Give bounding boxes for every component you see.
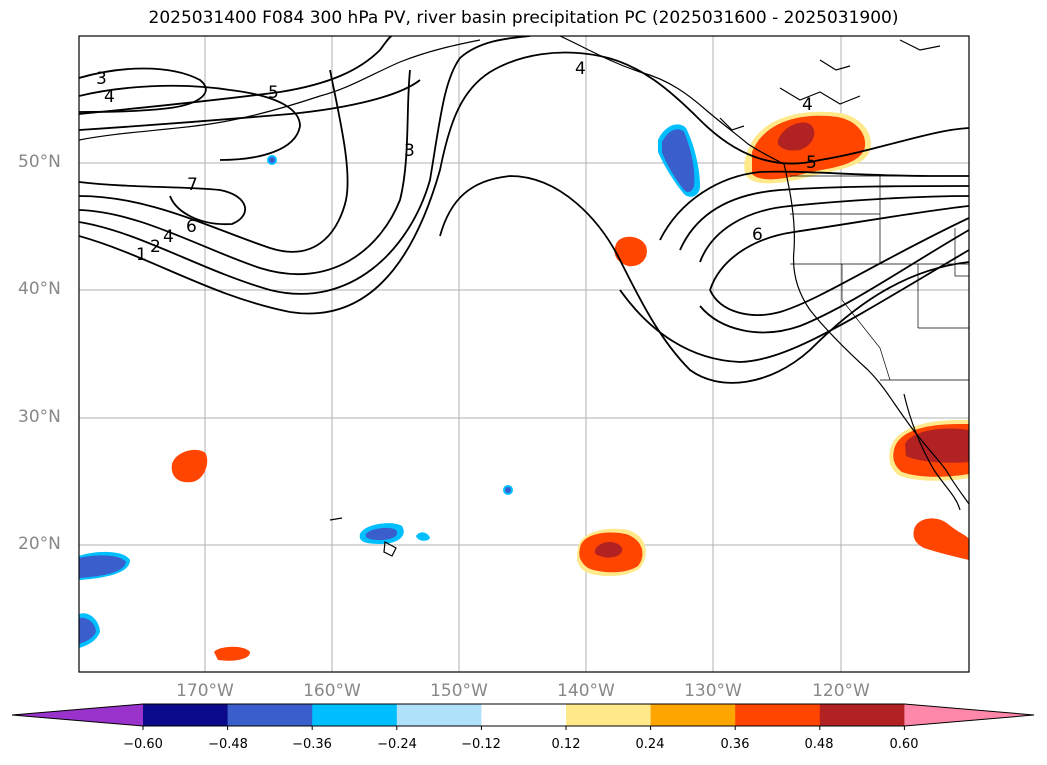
pv-label: 2 <box>150 237 161 257</box>
colorbar-extend-high <box>904 704 1034 726</box>
colorbar-tick-label: 0.60 <box>889 737 919 752</box>
colorbar-tick-label: −0.24 <box>377 737 417 752</box>
colorbar-segment <box>227 704 313 726</box>
pv-label: 5 <box>268 83 279 103</box>
colorbar-segment <box>819 704 905 726</box>
colorbar-segment <box>396 704 482 726</box>
precip-blob-hawaii-e <box>416 532 430 541</box>
lon-label: 120°W <box>812 681 870 701</box>
pv-label: 4 <box>802 95 813 115</box>
colorbar-segment <box>143 704 229 726</box>
map-title: 2025031400 F084 300 hPa PV, river basin … <box>148 8 899 28</box>
pv-label: 1 <box>136 245 147 265</box>
lat-label: 50°N <box>18 152 61 172</box>
coastlines <box>79 36 969 557</box>
pv-label: 5 <box>806 153 817 173</box>
lon-label: 140°W <box>557 681 615 701</box>
precip-blob-mexico <box>913 518 969 560</box>
colorbar-segment <box>566 704 652 726</box>
lat-label: 30°N <box>18 407 61 427</box>
colorbar-tick-label: −0.60 <box>123 737 163 752</box>
lon-label: 150°W <box>430 681 488 701</box>
colorbar-extend-low <box>12 704 143 726</box>
pv-contours <box>79 36 969 384</box>
colorbar-segment <box>312 704 398 726</box>
colorbar-tick-label: 0.24 <box>635 737 665 752</box>
pv-label: 3 <box>96 69 107 89</box>
colorbar-segment <box>735 704 821 726</box>
precip-blob-26n <box>171 449 208 483</box>
precip-blob-11n <box>214 646 250 661</box>
precip-negative-blobs <box>79 124 700 648</box>
lon-label: 130°W <box>684 681 742 701</box>
pv-label: 6 <box>186 217 197 237</box>
lon-label: 160°W <box>303 681 361 701</box>
lat-label: 40°N <box>18 279 61 299</box>
colorbar-tick-label: 0.12 <box>551 737 581 752</box>
colorbar-tick-label: −0.12 <box>461 737 501 752</box>
lon-label: 170°W <box>176 681 234 701</box>
lat-label: 20°N <box>18 534 61 554</box>
map-frame <box>78 35 970 673</box>
pv-label: 6 <box>752 225 763 245</box>
colorbar-tick-label: −0.36 <box>292 737 332 752</box>
colorbar-tick-label: 0.48 <box>804 737 834 752</box>
colorbar-tick-label: −0.48 <box>208 737 248 752</box>
pv-label: 4 <box>163 227 174 247</box>
pv-label: 4 <box>575 59 586 79</box>
precip-blob-43n <box>614 236 647 267</box>
colorbar-tick-label: 0.36 <box>720 737 750 752</box>
colorbar-segment <box>650 704 736 726</box>
colorbar-segment <box>481 704 567 726</box>
pv-label: 3 <box>404 141 415 161</box>
pv-label: 7 <box>187 175 198 195</box>
pv-label: 4 <box>104 87 115 107</box>
pv-contour-labels: 3 4 5 7 6 4 2 1 3 4 4 5 6 <box>96 59 817 265</box>
colorbar <box>11 703 1035 730</box>
